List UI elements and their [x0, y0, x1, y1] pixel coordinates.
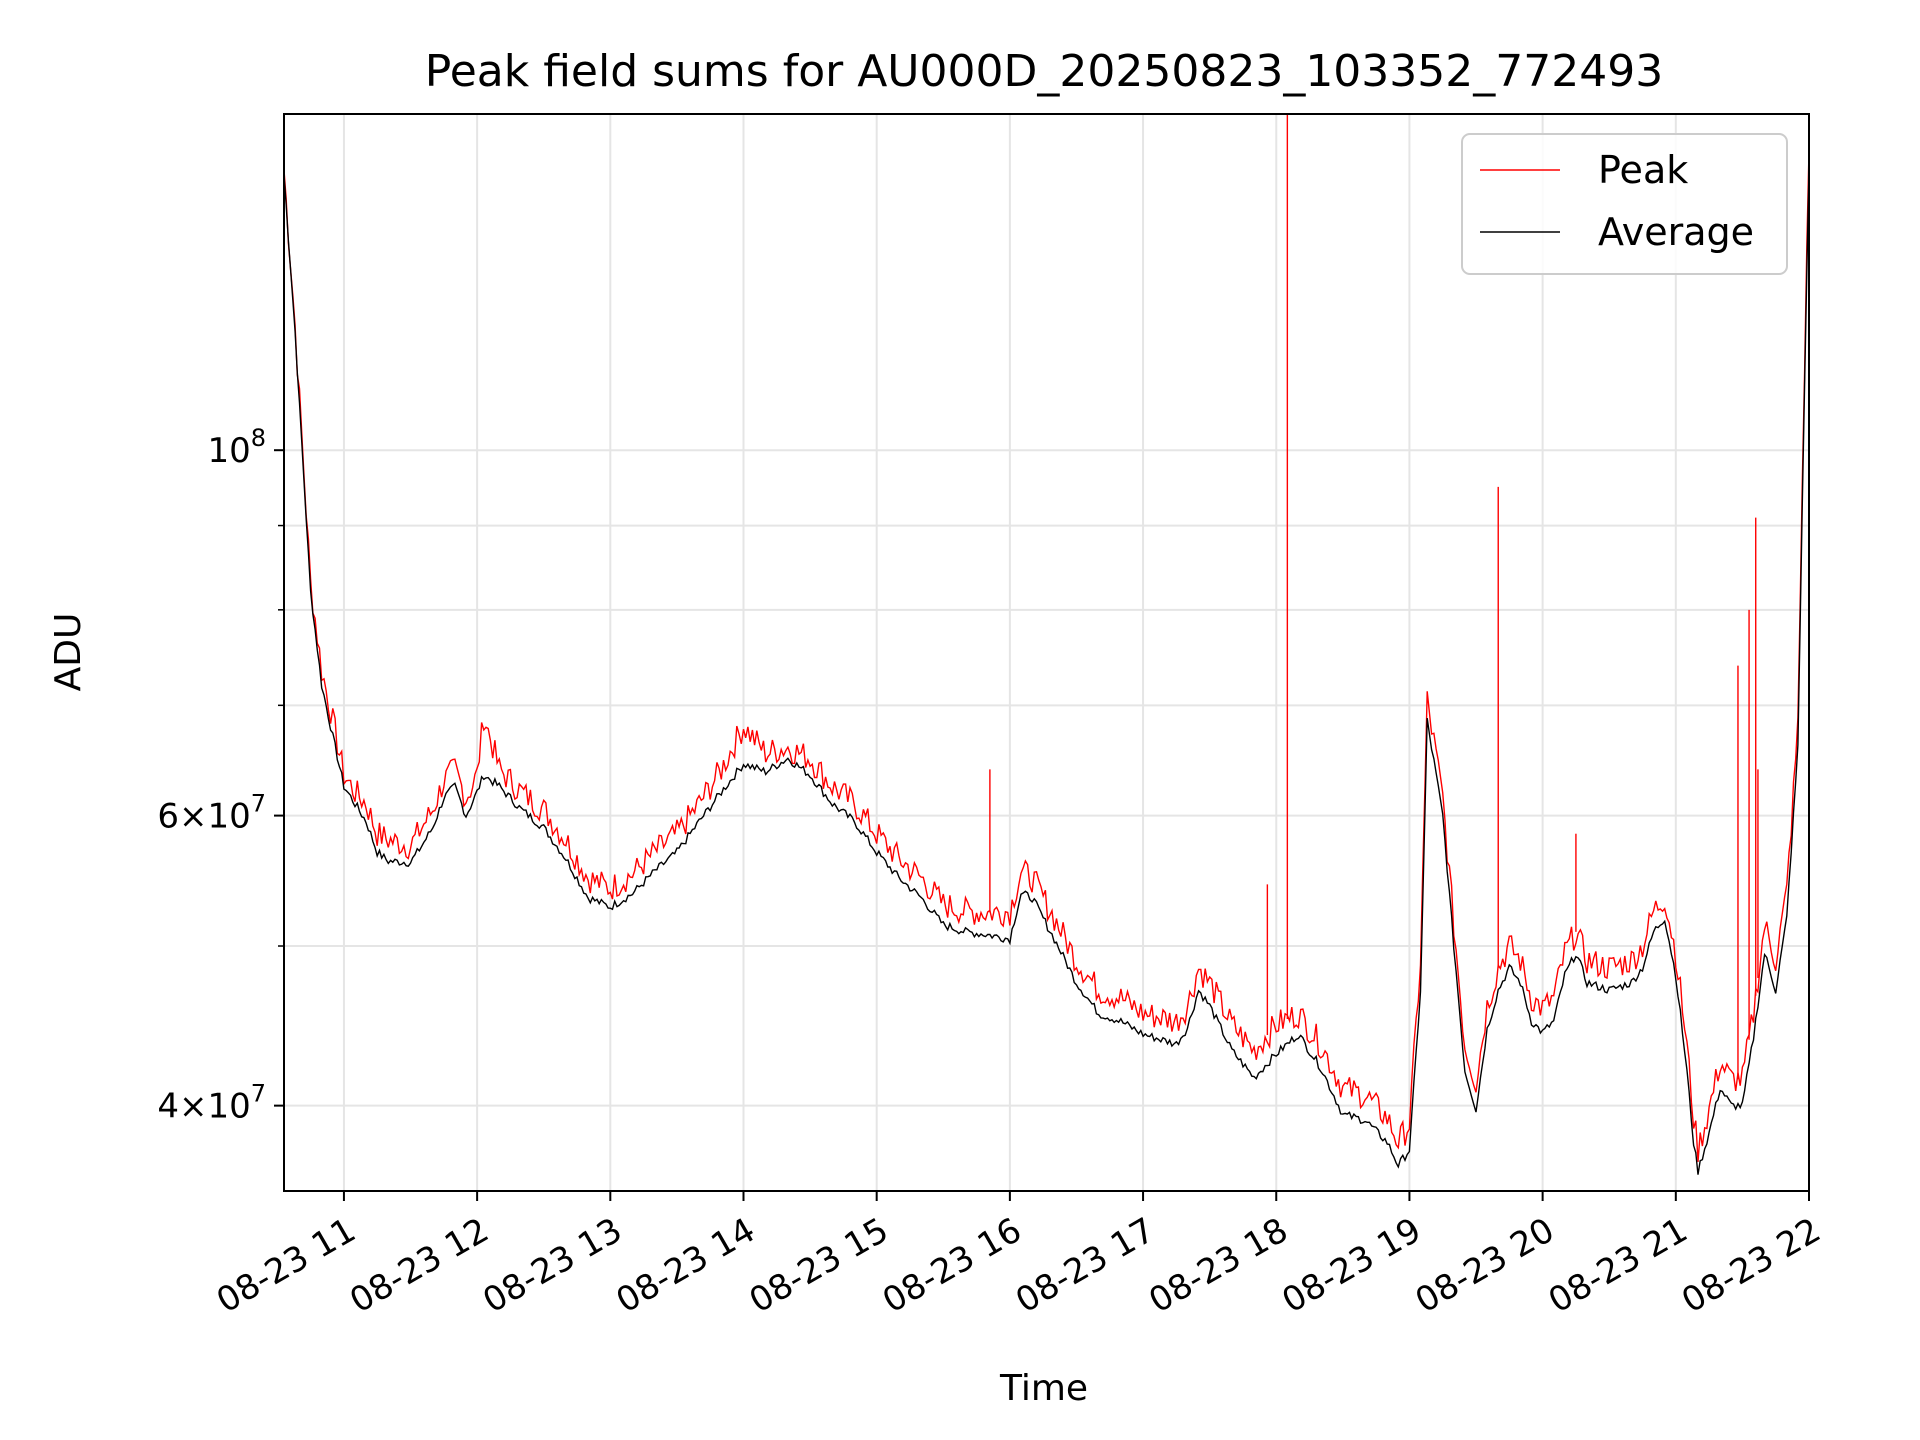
series-average-line	[284, 169, 1809, 1175]
y-axis-label: ADU	[48, 613, 89, 692]
legend: Peak Average	[1461, 133, 1788, 275]
legend-box	[1461, 133, 1788, 275]
plot-frame	[283, 113, 1810, 1192]
grid	[284, 114, 1810, 1191]
series-layer	[284, 114, 1809, 1175]
y-tick-label: 6×107	[157, 790, 266, 837]
chart-title: Peak field sums for AU000D_20250823_1033…	[425, 46, 1664, 97]
x-axis-label: Time	[999, 1368, 1088, 1409]
series-peak-line	[284, 150, 1809, 1162]
legend-label-average: Average	[1598, 210, 1754, 254]
legend-label-peak: Peak	[1598, 148, 1688, 192]
y-ticks: 4×107 6×107 108	[157, 424, 284, 1127]
y-tick-label: 4×107	[157, 1080, 266, 1127]
y-tick-label: 108	[207, 424, 266, 471]
